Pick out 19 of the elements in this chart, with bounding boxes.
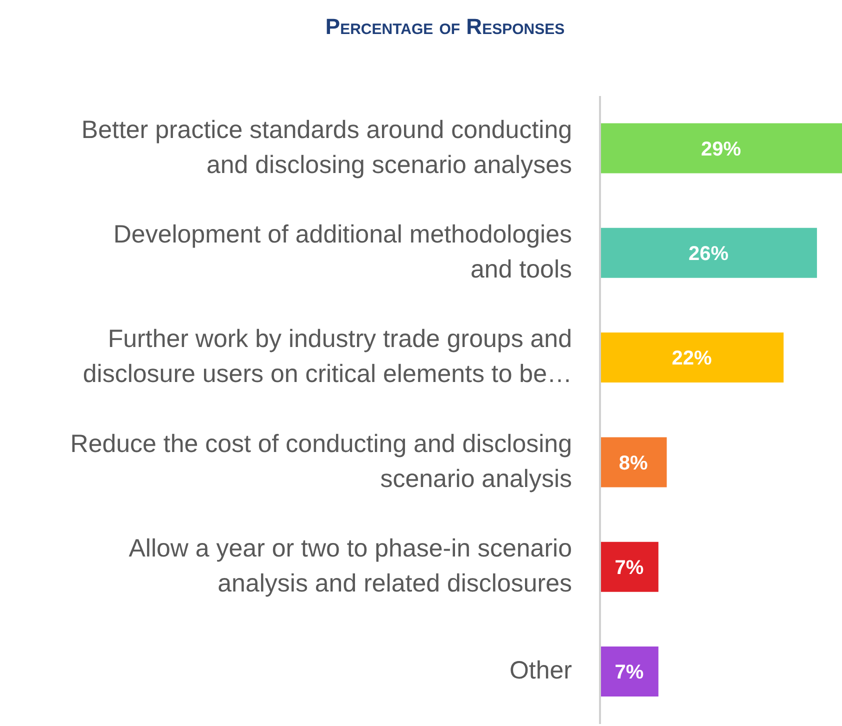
y-tick-label: Development of additional methodologies and tools	[113, 220, 572, 284]
y-tick-label: Reduce the cost of conducting and disclosing scenario analysis	[70, 429, 572, 492]
data-label: 26%	[688, 242, 729, 265]
bar	[600, 542, 658, 592]
bar	[600, 332, 784, 383]
data-label: 22%	[672, 348, 712, 370]
bar	[600, 646, 658, 697]
bar	[600, 228, 817, 278]
bar	[600, 437, 667, 488]
y-tick-label: Further work by industry trade groups and disclosure users on critical elements to be…	[82, 324, 572, 388]
data-label: 29%	[700, 138, 742, 160]
data-label: 7%	[614, 556, 644, 579]
data-label: 8%	[618, 452, 648, 474]
data-label: 7%	[614, 662, 644, 684]
chart-title: Percentage of Responses	[324, 13, 566, 41]
y-tick-label: Allow a year or two to phase-in scenario analysis and related disclosures	[128, 534, 572, 598]
bar	[600, 123, 842, 174]
y-tick-label: Other	[509, 656, 572, 684]
y-tick-label: Better practice standards around conducting and disclosing scenario analyses	[81, 115, 572, 178]
